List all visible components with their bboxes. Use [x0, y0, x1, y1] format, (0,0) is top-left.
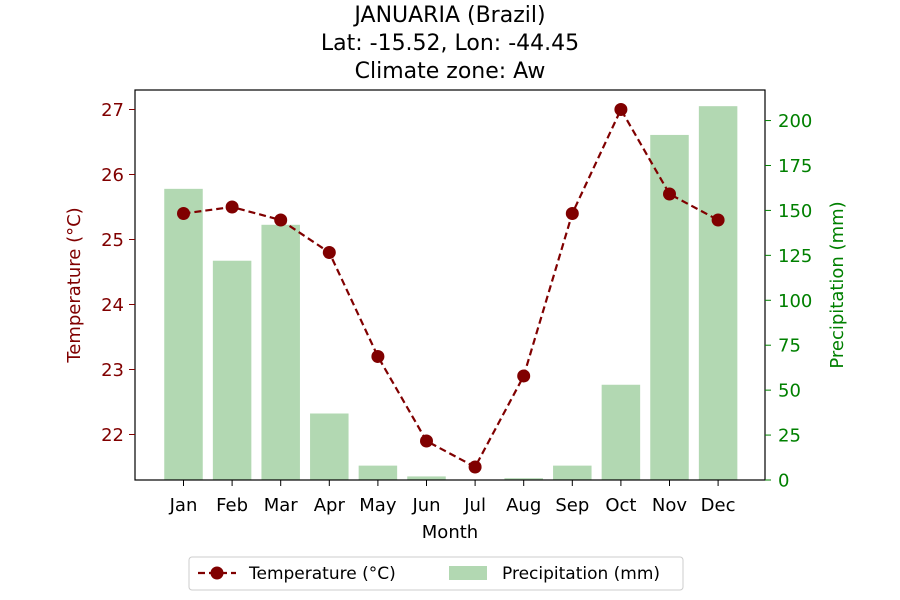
y-right-tick-label-175: 175 [778, 156, 812, 177]
y-left-tick-label-25: 25 [101, 230, 124, 251]
temperature-point-jun [420, 434, 433, 448]
y-right-tick-label-0: 0 [778, 471, 789, 492]
chart-title-line-3: Climate zone: Aw [355, 59, 546, 84]
x-tick-label-sep: Sep [555, 495, 589, 516]
temperature-point-nov [663, 187, 676, 201]
x-tick-label-apr: Apr [314, 495, 346, 516]
precipitation-bar-may [358, 465, 398, 480]
temperature-point-dec [711, 213, 725, 227]
temperature-line [177, 103, 725, 474]
y-left-tick-label-22: 22 [101, 425, 124, 446]
x-tick-label-dec: Dec [701, 495, 736, 516]
x-tick-label-jul: Jul [463, 495, 486, 516]
temperature-series-line [183, 107, 719, 469]
y-right-tick-label-50: 50 [778, 381, 801, 402]
temperature-point-jul [468, 460, 482, 474]
temperature-point-may [371, 350, 385, 363]
precipitation-bar-feb [212, 260, 252, 480]
temperature-point-apr [322, 246, 336, 259]
x-tick-label-jun: Jun [411, 495, 440, 516]
temperature-point-feb [225, 200, 239, 214]
precipitation-bar-jun [407, 476, 446, 480]
axes: 22 23 24 25 26 27 0 25 50 75 100 125 150 175 200 Jan Feb… [101, 89, 812, 516]
precipitation-bar-dec [698, 106, 738, 481]
legend-temperature-marker [210, 566, 224, 580]
precipitation-bar-mar [261, 224, 300, 480]
x-tick-label-nov: Nov [652, 495, 687, 516]
x-tick-label-oct: Oct [605, 495, 636, 516]
temperature-point-jan [177, 207, 190, 220]
plot-frame [134, 89, 766, 481]
precipitation-bar-sep [553, 465, 592, 480]
y-right-tick-label-150: 150 [778, 201, 812, 222]
legend: Temperature (°C) Precipitation (mm) [188, 556, 684, 591]
precipitation-bar-nov [650, 134, 689, 480]
precipitation-bar-aug [504, 478, 543, 480]
y-right-tick-label-200: 200 [778, 111, 812, 132]
x-tick-label-aug: Aug [506, 495, 541, 516]
y-right-tick-label-75: 75 [778, 336, 801, 357]
chart-title-line-2: Lat: -15.52, Lon: -44.45 [321, 31, 579, 56]
x-tick-label-feb: Feb [216, 495, 248, 516]
y-left-tick-label-24: 24 [101, 295, 124, 316]
y-axis-right-label: Precipitation (mm) [827, 201, 848, 368]
y-left-tick-label-27: 27 [101, 100, 124, 121]
legend-precipitation-label: Precipitation (mm) [502, 564, 660, 584]
temperature-point-mar [274, 213, 288, 227]
y-right-tick-label-100: 100 [778, 291, 812, 312]
x-tick-label-mar: Mar [264, 495, 299, 516]
y-axis-left-label: Temperature (°C) [64, 207, 85, 363]
x-tick-label-may: May [359, 495, 397, 516]
y-right-tick-label-25: 25 [778, 426, 801, 447]
legend-frame [188, 556, 684, 591]
precipitation-bar-oct [601, 384, 641, 480]
precipitation-bar-jan [164, 188, 203, 480]
precipitation-bar-apr [310, 413, 349, 480]
y-left-tick-label-26: 26 [101, 165, 124, 186]
chart-title-line-1: JANUARIA (Brazil) [352, 3, 545, 28]
temperature-point-oct [614, 103, 628, 116]
temperature-point-aug [517, 369, 531, 383]
temperature-point-sep [565, 207, 579, 220]
legend-precipitation-swatch [449, 566, 487, 580]
x-tick-label-jan: Jan [169, 495, 198, 516]
y-right-tick-label-125: 125 [778, 246, 812, 267]
y-left-tick-label-23: 23 [101, 360, 124, 381]
x-axis-label: Month [422, 522, 478, 543]
legend-temperature-label: Temperature (°C) [248, 564, 396, 584]
